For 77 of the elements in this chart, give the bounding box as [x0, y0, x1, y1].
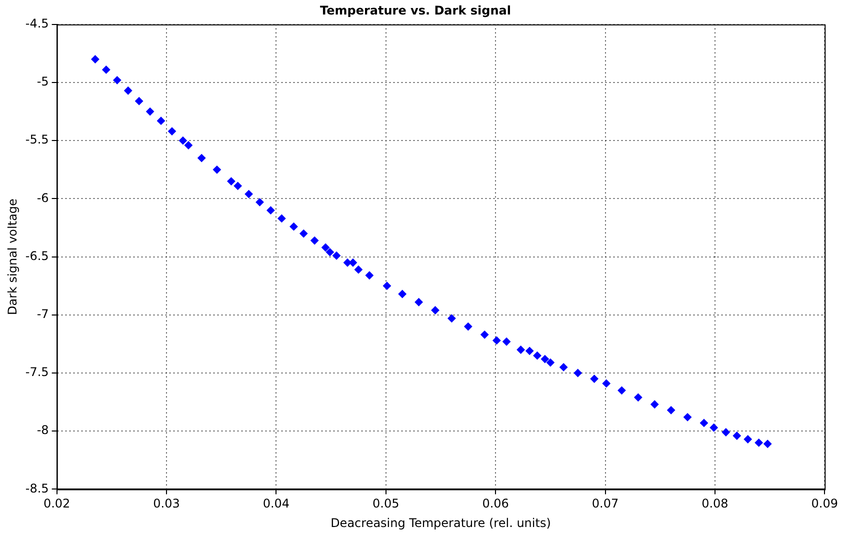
point: [602, 379, 610, 388]
point: [135, 97, 144, 106]
point: [184, 141, 192, 150]
point: [502, 338, 511, 346]
point: [102, 66, 110, 74]
point: [157, 116, 166, 125]
x-tick-label: 0.07: [592, 496, 619, 511]
x-tick-label: 0.08: [702, 496, 728, 511]
point: [754, 438, 763, 447]
point: [667, 406, 676, 414]
point: [590, 374, 598, 383]
point: [113, 76, 122, 84]
point: [526, 346, 534, 355]
point: [540, 355, 549, 364]
x-axis-title: Deacreasing Temperature (rel. units): [330, 516, 551, 530]
x-tick-label: 0.03: [153, 496, 180, 511]
point: [146, 108, 154, 116]
point: [322, 244, 330, 252]
point: [431, 306, 440, 314]
point: [278, 214, 286, 222]
x-tick-label: 0.05: [372, 496, 400, 511]
point: [684, 413, 692, 422]
point: [91, 55, 100, 64]
point: [480, 330, 489, 339]
point: [700, 418, 708, 427]
x-tick-label: 0.09: [811, 496, 838, 511]
x-tick-label: 0.06: [482, 496, 509, 511]
point: [414, 298, 423, 306]
y-tick-label: -5: [36, 74, 49, 89]
y-axis-title: Dark signal voltage: [5, 198, 20, 316]
point: [168, 127, 176, 136]
point: [764, 440, 772, 448]
point: [198, 154, 206, 162]
point: [618, 386, 626, 394]
point: [354, 266, 362, 274]
point: [744, 435, 752, 444]
point: [398, 290, 406, 298]
point: [574, 369, 582, 377]
y-tick-label: -6: [36, 190, 49, 205]
point: [332, 252, 341, 260]
y-tick-label: -7: [36, 307, 49, 322]
point: [722, 428, 730, 436]
chart-title: Temperature vs. Dark signal: [320, 3, 511, 18]
y-tick-label: -8.5: [25, 481, 49, 496]
point: [560, 363, 568, 372]
x-tick-label: 0.02: [43, 496, 70, 511]
x-tick-label: 0.04: [262, 496, 290, 511]
point: [382, 282, 391, 290]
point: [464, 322, 472, 331]
y-tick-label: -5.5: [25, 132, 49, 147]
point: [448, 314, 456, 322]
point: [310, 236, 319, 245]
point: [290, 222, 298, 231]
y-tick-label: -7.5: [25, 365, 49, 380]
point: [300, 230, 308, 238]
point: [546, 358, 554, 367]
point: [244, 190, 253, 198]
y-tick-label: -8: [36, 423, 49, 438]
point: [266, 206, 275, 214]
point: [710, 424, 718, 432]
point: [533, 352, 542, 360]
point: [343, 258, 352, 267]
point: [326, 248, 334, 256]
point: [256, 198, 264, 206]
point: [732, 432, 741, 440]
point: [492, 336, 501, 344]
point: [178, 136, 187, 145]
point: [650, 400, 659, 408]
point: [234, 182, 242, 190]
point: [516, 346, 525, 354]
point: [634, 393, 642, 402]
point: [124, 86, 132, 95]
y-tick-label: -4.5: [25, 16, 49, 31]
point: [365, 271, 374, 280]
point: [212, 166, 221, 174]
y-tick-label: -6.5: [25, 248, 49, 263]
point: [227, 177, 236, 186]
